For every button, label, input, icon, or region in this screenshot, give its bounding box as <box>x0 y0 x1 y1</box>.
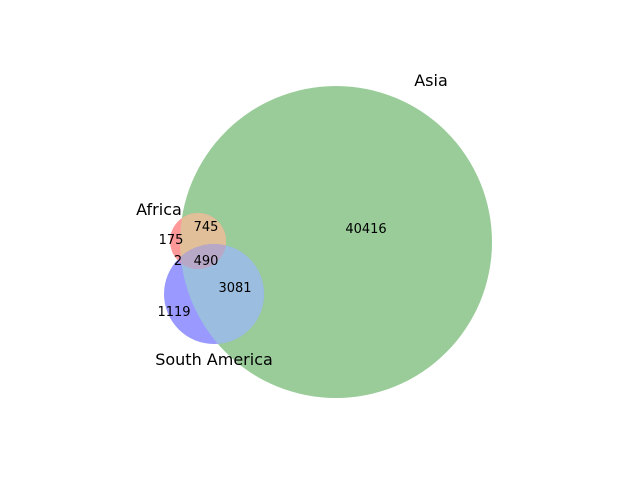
region-africa-only: 175 <box>159 233 184 248</box>
region-africa-south-america: 2 <box>174 254 182 269</box>
region-africa-asia: 745 <box>194 220 219 235</box>
set-label-south-america: South America <box>155 350 273 369</box>
region-asia-south-america: 3081 <box>218 281 251 296</box>
region-all-three: 490 <box>194 254 219 269</box>
set-label-asia: Asia <box>414 71 448 90</box>
asia-circle <box>180 86 492 398</box>
region-south-america-only: 1119 <box>157 305 190 320</box>
all-three-overlap <box>180 244 226 269</box>
set-label-africa: Africa <box>136 200 182 219</box>
region-asia-only: 40416 <box>345 222 386 237</box>
